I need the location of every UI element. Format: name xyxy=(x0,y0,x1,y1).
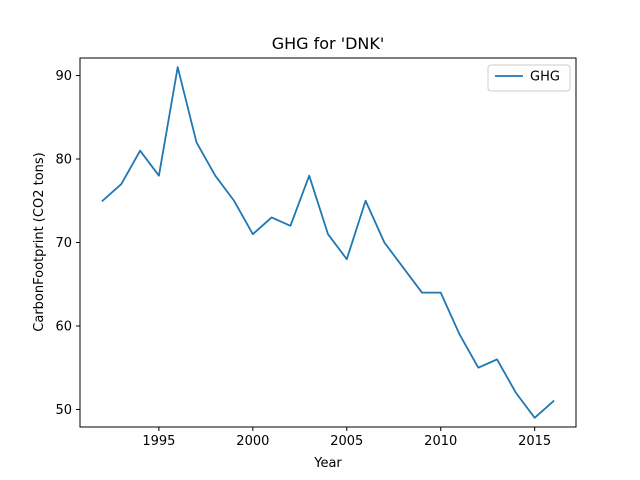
plot-frame xyxy=(79,57,577,428)
data-point xyxy=(101,199,105,203)
chart-title: GHG for 'DNK' xyxy=(272,34,385,53)
data-point xyxy=(364,199,368,203)
y-tick-label: 90 xyxy=(55,69,72,84)
y-tick-label: 60 xyxy=(55,319,72,334)
data-point xyxy=(176,65,180,69)
data-point xyxy=(401,266,405,270)
series-line-ghg xyxy=(101,66,555,419)
y-tick-label: 70 xyxy=(55,236,72,251)
data-point xyxy=(420,291,424,295)
data-point xyxy=(251,232,255,236)
data-point xyxy=(495,357,499,361)
legend: GHG xyxy=(487,64,571,92)
data-point xyxy=(551,399,555,403)
data-point xyxy=(307,174,311,178)
data-point xyxy=(138,149,142,153)
data-point xyxy=(439,291,443,295)
y-axis-ticks: 50 60 70 80 90 xyxy=(55,69,80,418)
data-point xyxy=(326,232,330,236)
x-tick-label: 1995 xyxy=(142,434,175,449)
data-point xyxy=(476,366,480,370)
series-layer xyxy=(101,65,555,420)
data-point xyxy=(213,174,217,178)
x-tick-label: 2010 xyxy=(424,434,457,449)
x-tick-label: 2015 xyxy=(518,434,551,449)
y-tick-label: 50 xyxy=(55,403,72,418)
y-axis-label: CarbonFootprint (CO2 tons) xyxy=(32,152,47,331)
data-point xyxy=(345,257,349,261)
x-axis-ticks: 1995 2000 2005 2010 2015 xyxy=(142,427,551,449)
x-tick-label: 2005 xyxy=(330,434,363,449)
data-point xyxy=(194,140,198,144)
data-point xyxy=(288,224,292,228)
data-point xyxy=(270,215,274,219)
data-point xyxy=(382,241,386,245)
plot-area: 1995 2000 2005 2010 2015 50 60 70 80 90 GHG xyxy=(55,57,577,449)
data-point xyxy=(458,332,462,336)
data-point xyxy=(514,391,518,395)
y-tick-label: 80 xyxy=(55,153,72,168)
legend-label-ghg: GHG xyxy=(530,70,560,85)
data-point xyxy=(533,416,537,420)
data-point xyxy=(232,199,236,203)
x-axis-label: Year xyxy=(313,456,342,471)
data-point xyxy=(157,174,161,178)
legend-box xyxy=(487,64,571,92)
x-tick-label: 2000 xyxy=(236,434,269,449)
data-point xyxy=(119,182,123,186)
